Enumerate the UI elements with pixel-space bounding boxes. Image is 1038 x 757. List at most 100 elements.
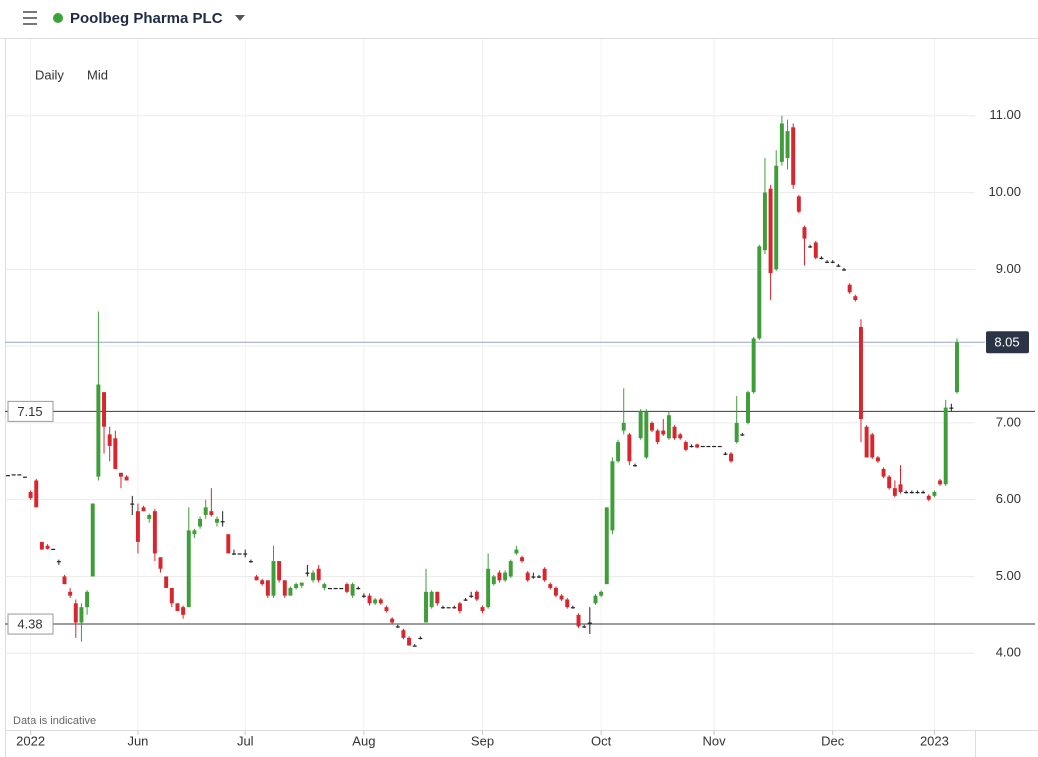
candle-body xyxy=(141,507,146,512)
candle-body xyxy=(864,426,869,458)
candle-body xyxy=(757,246,762,339)
candle-body xyxy=(616,442,621,462)
candle-body xyxy=(361,595,366,597)
candle-body xyxy=(503,572,508,581)
candle-body xyxy=(463,599,468,601)
candle-body xyxy=(904,491,909,494)
candle-body xyxy=(932,491,937,496)
candle-body xyxy=(248,561,253,563)
candle-body xyxy=(537,576,541,578)
candle-body xyxy=(751,338,756,393)
candle-body xyxy=(401,630,406,638)
candle-body xyxy=(367,595,372,604)
candle-body xyxy=(870,434,875,458)
candle-body xyxy=(90,503,95,577)
candle-body xyxy=(113,438,118,469)
candle-body xyxy=(254,576,259,581)
candle-body xyxy=(491,576,496,585)
candle-body xyxy=(474,591,479,600)
note: Data is indicative xyxy=(13,715,96,727)
candle-body xyxy=(525,572,530,581)
candle-body xyxy=(288,587,293,596)
candle-body xyxy=(700,445,705,448)
y-tick-label: 9.00 xyxy=(996,261,1021,276)
candle-body xyxy=(548,584,553,588)
candle-body xyxy=(813,242,818,258)
candle-body xyxy=(56,561,61,563)
interval[interactable]: Daily xyxy=(35,67,64,82)
x-tick-label: 2022 xyxy=(16,733,45,748)
candle-body xyxy=(909,491,914,494)
candle-body xyxy=(169,587,174,604)
x-tick-label: Nov xyxy=(703,733,727,748)
candles xyxy=(6,115,959,647)
candle-body xyxy=(407,637,412,646)
candle-body xyxy=(836,265,841,267)
price-type[interactable]: Mid xyxy=(87,67,108,82)
candle-body xyxy=(582,626,587,628)
last-price-label: 8.05 xyxy=(994,335,1019,350)
candle-body xyxy=(271,561,276,596)
candle-body xyxy=(446,607,451,609)
candle-body xyxy=(339,587,344,590)
candle-body xyxy=(311,572,316,581)
candle-body xyxy=(683,442,688,450)
candle-body xyxy=(356,587,361,590)
candle-body xyxy=(938,480,943,485)
candle-body xyxy=(181,607,186,615)
candle-body xyxy=(175,603,180,611)
x-tick-label: Aug xyxy=(352,733,375,748)
x-tick-label: Jun xyxy=(127,733,148,748)
candle-body xyxy=(79,607,84,623)
candle-body xyxy=(926,495,931,500)
candle-body xyxy=(627,434,632,462)
candle-body xyxy=(226,534,231,554)
y-tick-label: 10.00 xyxy=(988,184,1021,199)
candle-body xyxy=(587,622,592,624)
x-tick-label: Jul xyxy=(237,733,254,748)
menu-icon[interactable] xyxy=(23,11,37,25)
y-tick-label: 5.00 xyxy=(996,568,1021,583)
candle-body xyxy=(62,576,67,585)
candle-body xyxy=(158,557,163,569)
candle-body xyxy=(633,465,637,467)
candle-body xyxy=(277,561,282,581)
candle-body xyxy=(712,445,717,448)
x-tick-label: Dec xyxy=(821,733,845,748)
candle-body xyxy=(819,257,824,260)
candle-body xyxy=(412,645,417,647)
candle-body xyxy=(921,491,926,494)
candle-body xyxy=(209,511,214,516)
candle-body xyxy=(847,284,852,293)
candle-body xyxy=(559,595,564,600)
dropdown-caret[interactable] xyxy=(235,15,245,21)
candle-body xyxy=(440,607,445,609)
candle-body xyxy=(237,553,242,555)
y-tick-label: 4.00 xyxy=(996,645,1021,660)
candle-body xyxy=(265,580,270,596)
candle-body xyxy=(186,530,191,608)
level-label: 7.15 xyxy=(17,404,42,419)
candle-body xyxy=(678,434,683,439)
status-dot xyxy=(53,13,63,23)
instrument-title[interactable]: Poolbeg Pharma PLC xyxy=(70,10,223,27)
candle-body xyxy=(147,515,152,519)
candle-body xyxy=(842,269,847,271)
candle-body xyxy=(514,549,519,554)
candle-body xyxy=(203,507,208,516)
candle-body xyxy=(762,192,767,251)
candle-body xyxy=(808,246,813,248)
candle-body xyxy=(887,476,892,489)
y-tick-label: 6.00 xyxy=(996,491,1021,506)
candle-body xyxy=(68,591,73,596)
level-label-box xyxy=(7,613,54,635)
candle-body xyxy=(520,557,525,562)
candle-body xyxy=(192,530,197,535)
candle-body xyxy=(45,545,50,549)
level-label: 4.38 xyxy=(17,616,42,631)
candle-body xyxy=(305,572,310,574)
candle-body xyxy=(796,196,801,212)
candle-body xyxy=(373,599,378,604)
candle-body xyxy=(299,582,304,586)
